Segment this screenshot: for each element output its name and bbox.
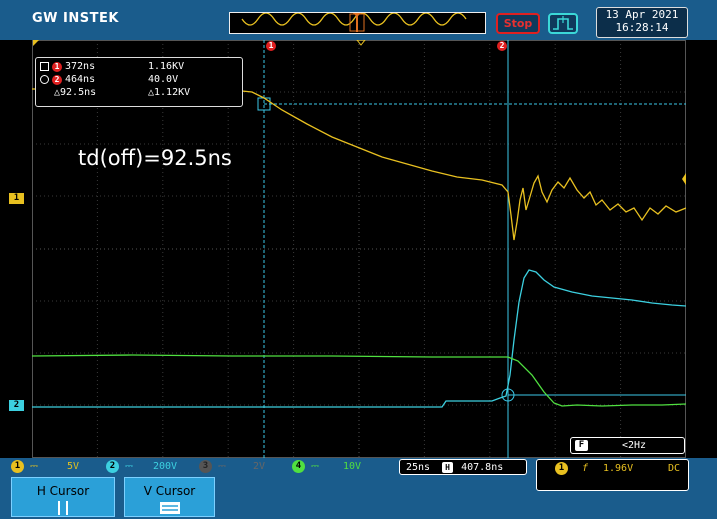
date-label: 13 Apr 2021	[605, 8, 679, 21]
cursor-2-value: 40.0V	[148, 74, 179, 85]
waveform-overview	[229, 12, 486, 34]
ch1-ground-marker[interactable]: 1	[9, 193, 24, 204]
cursor-2-top-badge: 2	[497, 41, 507, 51]
ch2-coupling-icon: ⎓	[125, 461, 133, 472]
ch1-waveform	[32, 88, 686, 241]
ch1-coupling-icon: ⎓	[30, 461, 38, 472]
ch1-trigger-level-marker	[682, 173, 686, 185]
ch4-waveform	[32, 354, 686, 407]
cursor-2-time: 464ns	[65, 74, 96, 85]
square-cursor-icon	[40, 62, 49, 71]
delta-value: △1.12KV	[148, 87, 191, 98]
date-time-display: 13 Apr 2021 16:28:14	[596, 7, 688, 38]
v-cursor-softkey[interactable]: V Cursor	[124, 477, 215, 517]
ch2-ground-marker[interactable]: 2	[9, 400, 24, 411]
cursor-1-time: 372ns	[65, 61, 96, 72]
frequency-counter: F <2Hz	[570, 437, 685, 454]
frequency-value: <2Hz	[622, 440, 647, 451]
trigger-position-marker	[356, 40, 366, 46]
delta-time: △92.5ns	[54, 87, 97, 98]
ch1-top-marker	[33, 40, 39, 46]
time-label: 16:28:14	[615, 21, 669, 34]
ch4-badge[interactable]: 4	[292, 460, 305, 473]
brand-logo: GW INSTEK	[32, 11, 119, 26]
h-cursor-softkey[interactable]: H Cursor	[11, 477, 115, 517]
cursor-1-badge: 1	[52, 61, 62, 72]
frequency-icon: F	[575, 440, 588, 451]
timebase-panel[interactable]: 25ns H 407.8ns	[399, 459, 527, 475]
ch1-scale: 5V	[67, 461, 80, 472]
ch3-badge[interactable]: 3	[199, 460, 212, 473]
v-cursor-label: V Cursor	[143, 484, 196, 498]
ch3-coupling-icon: ⎓	[218, 461, 226, 472]
ch2-waveform	[32, 269, 686, 408]
turn-off-delay-annotation: td(off)=92.5ns	[78, 146, 232, 170]
ch1-badge[interactable]: 1	[11, 460, 24, 473]
ch2-badge[interactable]: 2	[106, 460, 119, 473]
waveform-display[interactable]	[32, 40, 686, 458]
cursor-2-badge: 2	[52, 74, 62, 85]
horizontal-position: 407.8ns	[461, 461, 504, 473]
circle-cursor-icon	[40, 75, 49, 84]
cursor-1-value: 1.16KV	[148, 61, 185, 72]
cursor-2-circle-marker	[501, 388, 515, 402]
trigger-level: 1.96V	[603, 463, 634, 474]
cursor-1-top-badge: 1	[266, 41, 276, 51]
ch4-coupling-icon: ⎓	[311, 461, 319, 472]
trigger-status-icon	[548, 13, 578, 34]
trigger-slope-icon: f	[582, 463, 589, 474]
overview-wave-icon	[241, 12, 467, 32]
ch3-scale: 2V	[253, 461, 266, 472]
trigger-source-badge: 1	[555, 462, 568, 475]
ch4-scale: 10V	[343, 461, 362, 472]
ch2-scale: 200V	[153, 461, 178, 472]
timebase-scale: 25ns	[406, 461, 431, 473]
cursor-readout-panel: 1 372ns 1.16KV 2 464ns 40.0V △92.5ns △1.12…	[35, 57, 243, 107]
v-cursor-icon	[159, 502, 180, 514]
trigger-panel[interactable]: 1 f 1.96V DC	[536, 459, 689, 491]
trigger-coupling: DC	[668, 463, 681, 474]
h-cursor-icon	[58, 501, 68, 515]
run-stop-status[interactable]: Stop	[496, 13, 540, 34]
horizontal-position-icon: H	[442, 461, 454, 473]
h-cursor-label: H Cursor	[36, 484, 90, 498]
